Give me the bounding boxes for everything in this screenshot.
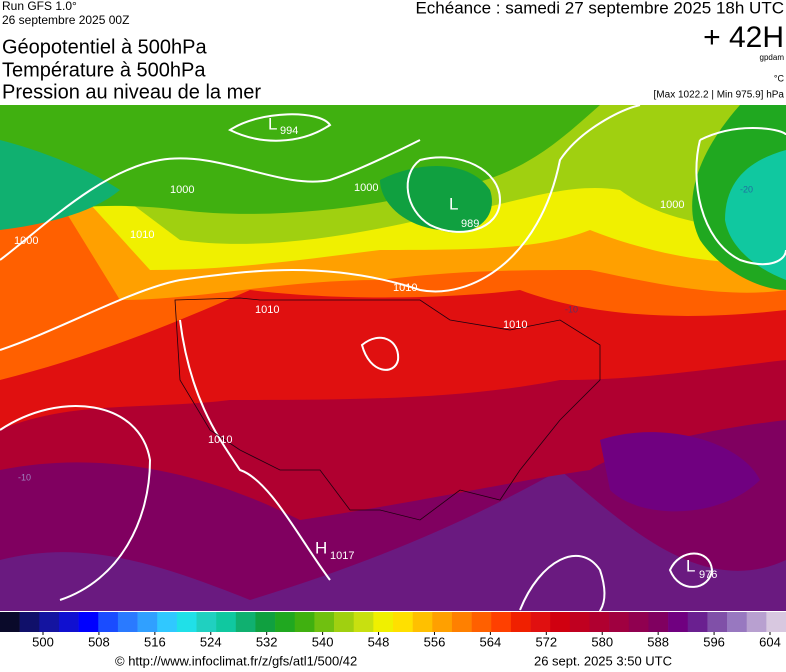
color-swatch <box>491 612 512 632</box>
unit: °C <box>774 73 785 83</box>
center-symbol: H <box>315 538 327 557</box>
echeance: Echéance : samedi 27 septembre 2025 18h … <box>415 0 784 17</box>
source-url: © http://www.infoclimat.fr/z/gfs/atl1/50… <box>115 653 357 668</box>
run-date: 26 septembre 2025 00Z <box>2 13 129 27</box>
colorbar-label: 508 <box>88 634 110 649</box>
center-symbol: L <box>449 194 458 213</box>
isobar-label: 1000 <box>170 184 194 196</box>
color-swatch <box>39 612 60 632</box>
color-swatch <box>687 612 708 632</box>
color-swatch <box>235 612 256 632</box>
color-swatch <box>451 612 472 632</box>
isobar-label: 1010 <box>255 304 279 316</box>
isotherm-label: -10 <box>18 472 31 482</box>
colorbar-label: 524 <box>200 634 222 649</box>
color-swatch <box>137 612 158 632</box>
colorbar-label: 604 <box>759 634 781 649</box>
color-swatch <box>78 612 99 632</box>
colorbar-label: 596 <box>703 634 725 649</box>
color-swatch <box>216 612 237 632</box>
color-swatch <box>255 612 276 632</box>
color-swatch <box>569 612 590 632</box>
color-swatch <box>648 612 669 632</box>
min-max: [Max 1022.2 | Min 975.9] hPa <box>654 90 785 101</box>
color-swatch <box>766 612 786 632</box>
color-swatch <box>196 612 217 632</box>
run: Run GFS 1.0° <box>2 0 77 13</box>
center-value: 1017 <box>330 550 354 562</box>
color-swatch <box>668 612 689 632</box>
color-swatch <box>373 612 394 632</box>
isobar-label: 1010 <box>130 229 154 241</box>
color-swatch <box>510 612 531 632</box>
colorbar-label: 540 <box>312 634 334 649</box>
color-swatch <box>157 612 178 632</box>
colorbar-label: 564 <box>480 634 502 649</box>
colorbar: 500 508 516 524 532 540 548 556 564 572 580 588 596 6… <box>0 612 786 649</box>
color-swatch <box>314 612 335 632</box>
center-symbol: L <box>268 114 277 133</box>
contour-labels: 1000 1000 1000 1000 1010 1010 1010 1010 … <box>14 182 753 482</box>
color-swatch <box>432 612 453 632</box>
center-symbol: L <box>686 556 695 575</box>
color-swatch <box>727 612 747 632</box>
color-swatch <box>353 612 374 632</box>
colorbar-label: 556 <box>424 634 446 649</box>
isotherm-label: -20 <box>740 184 753 194</box>
center-value: 989 <box>461 218 479 230</box>
colorbar-label: 588 <box>647 634 669 649</box>
run-time: 26 sept. 2025 3:50 UTC <box>534 653 672 668</box>
isobar-label: 1010 <box>393 282 417 294</box>
color-swatch <box>471 612 492 632</box>
unit: gpdam <box>760 53 785 62</box>
isobar-label: 1000 <box>14 235 38 247</box>
color-swatch <box>58 612 79 632</box>
color-swatch <box>609 612 630 632</box>
colorbar-label: 516 <box>144 634 166 649</box>
color-swatch <box>334 612 354 632</box>
colorbar-label: 500 <box>32 634 54 649</box>
title: Température à 500hPa <box>2 59 206 81</box>
color-swatch <box>393 612 413 632</box>
isobar-label: 1000 <box>660 199 684 211</box>
isobar-label: 1010 <box>208 434 232 446</box>
isobar-label: 1000 <box>354 182 378 194</box>
map <box>0 104 786 612</box>
color-swatch <box>0 612 20 632</box>
color-swatch <box>550 612 571 632</box>
title: Géopotentiel à 500hPa <box>2 36 207 58</box>
isotherm-label: -10 <box>565 304 578 314</box>
center-value: 976 <box>699 569 717 581</box>
colorbar-label: 548 <box>368 634 390 649</box>
color-swatch <box>294 612 315 632</box>
lead-time: + 42H <box>703 21 784 54</box>
color-swatch <box>628 612 649 632</box>
color-swatch <box>746 612 767 632</box>
color-swatch <box>117 612 138 632</box>
color-swatch <box>530 612 551 632</box>
color-swatch <box>589 612 610 632</box>
colorbar-label: 572 <box>535 634 557 649</box>
color-swatch <box>176 612 197 632</box>
center-value: 994 <box>280 125 298 137</box>
pressure-centers: L 994 L 989 H 1017 L 976 <box>268 114 717 580</box>
colorbar-label: 580 <box>591 634 613 649</box>
color-swatch <box>707 612 728 632</box>
colorbar-label: 532 <box>256 634 278 649</box>
title: Pression au niveau de la mer <box>2 81 261 103</box>
color-swatch <box>275 612 296 632</box>
color-swatch <box>19 612 40 632</box>
color-swatch <box>98 612 119 632</box>
isobar-label: 1010 <box>503 319 527 331</box>
color-swatch <box>412 612 433 632</box>
